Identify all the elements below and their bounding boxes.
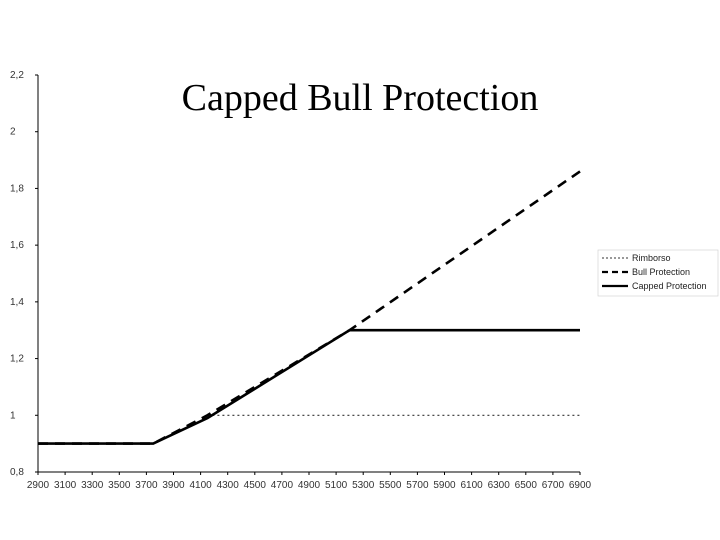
legend-label: Bull Protection: [632, 267, 690, 277]
x-tick-label: 4500: [244, 480, 267, 491]
x-tick-label: 2900: [27, 480, 50, 491]
x-tick-label: 3100: [54, 480, 77, 491]
legend: Rimborso Bull Protection Capped Protection: [597, 249, 719, 297]
x-tick-label: 6700: [542, 480, 565, 491]
y-tick-label: 0,8: [10, 467, 24, 478]
x-tick-label: 5100: [325, 480, 348, 491]
chart-title: Capped Bull Protection: [182, 77, 539, 119]
y-ticks: 0,8 1 1,2 1,4 1,6 1,8 2 2,2: [10, 70, 38, 478]
x-tick-label: 4900: [298, 480, 321, 491]
x-tick-label: 6500: [515, 480, 538, 491]
x-tick-label: 3900: [162, 480, 185, 491]
x-tick-label: 5300: [352, 480, 375, 491]
y-tick-label: 1: [10, 410, 16, 421]
x-tick-label: 5700: [406, 480, 429, 491]
series-line-bull-protection: [38, 170, 581, 445]
x-tick-label: 5900: [433, 480, 456, 491]
x-tick-label: 5500: [379, 480, 402, 491]
y-tick-label: 1,8: [10, 183, 24, 194]
series-group: [38, 170, 581, 445]
y-tick-label: 2: [10, 127, 16, 138]
x-tick-label: 3300: [81, 480, 104, 491]
x-tick-label: 6900: [569, 480, 592, 491]
x-tick-label: 3700: [135, 480, 158, 491]
legend-label: Rimborso: [632, 253, 671, 263]
y-tick-label: 2,2: [10, 70, 24, 81]
x-ticks: 2900 3100 3300 3500 3700 3900 4100 4300 4500 4700…: [27, 472, 592, 491]
x-tick-label: 4700: [271, 480, 294, 491]
y-tick-label: 1,6: [10, 240, 24, 251]
x-tick-label: 6100: [460, 480, 483, 491]
x-tick-label: 4100: [189, 480, 212, 491]
series-line-capped-protection: [38, 328, 580, 445]
y-tick-label: 1,4: [10, 297, 24, 308]
x-tick-label: 6300: [488, 480, 511, 491]
y-tick-label: 1,2: [10, 354, 24, 365]
x-tick-label: 3500: [108, 480, 131, 491]
x-tick-label: 4300: [217, 480, 240, 491]
legend-label: Capped Protection: [632, 281, 707, 291]
